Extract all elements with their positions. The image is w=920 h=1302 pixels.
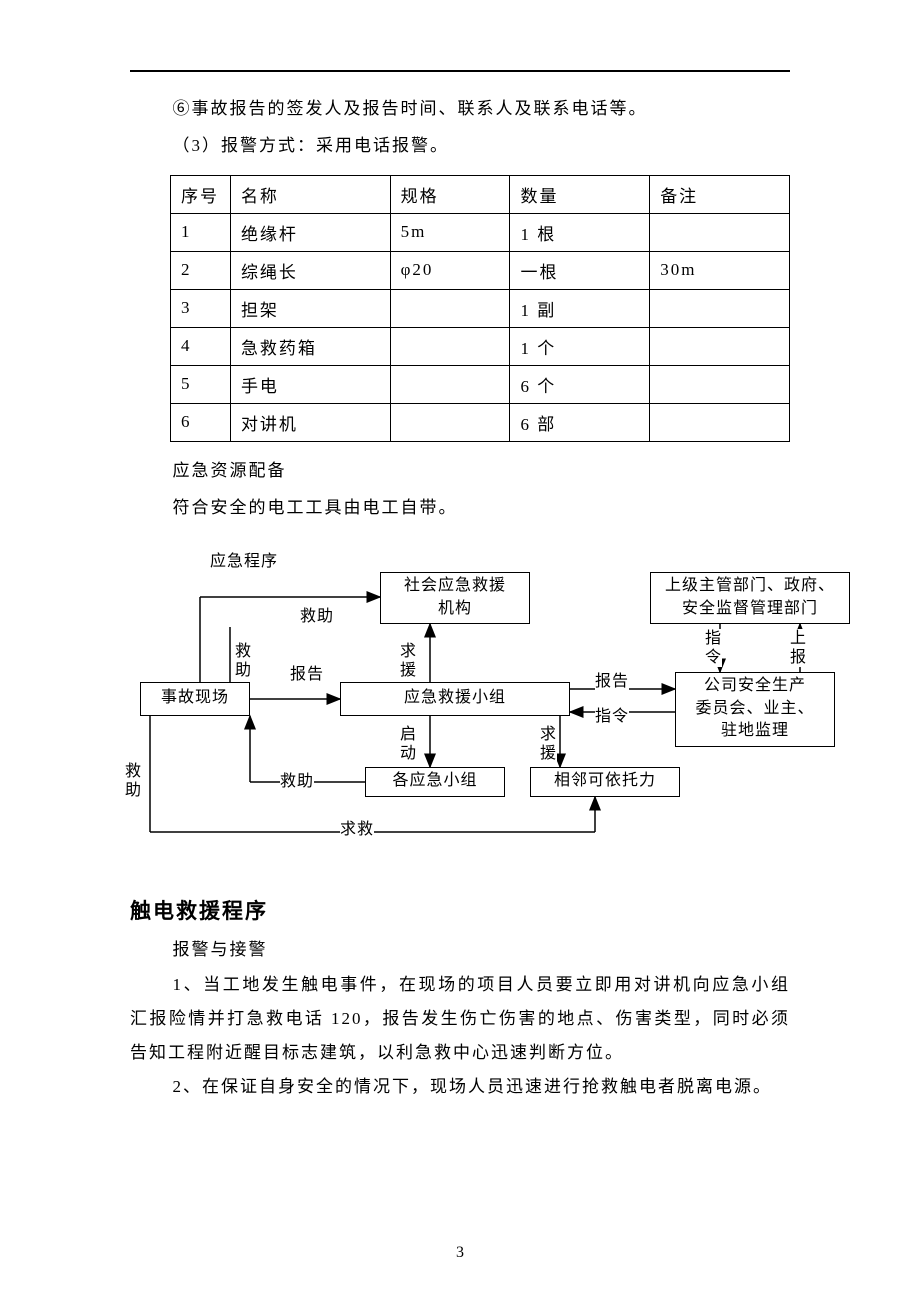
edge-label-qiuyuan_up: 求 援 [400, 642, 417, 680]
flow-node-upper: 上级主管部门、政府、 安全监督管理部门 [650, 572, 850, 624]
cell [390, 365, 510, 403]
edge-label-zhiling_r: 指令 [595, 707, 629, 726]
cell [390, 289, 510, 327]
below-table-2: 符合安全的电工工具由电工自带。 [130, 489, 790, 526]
cell: 6 个 [510, 365, 650, 403]
edge-label-shangbao: 上 报 [790, 629, 807, 667]
table-row: 1 绝缘杆 5m 1 根 [171, 213, 790, 251]
cell [390, 403, 510, 441]
th-seq: 序号 [171, 175, 231, 213]
th-note: 备注 [650, 175, 790, 213]
page-number: 3 [0, 1244, 920, 1262]
cell: 6 部 [510, 403, 650, 441]
resource-table: 序号 名称 规格 数量 备注 1 绝缘杆 5m 1 根 2 综绳长 φ20 一根… [170, 175, 790, 442]
th-qty: 数量 [510, 175, 650, 213]
cell: 1 个 [510, 327, 650, 365]
resource-table-wrap: 序号 名称 规格 数量 备注 1 绝缘杆 5m 1 根 2 综绳长 φ20 一根… [170, 175, 790, 442]
cell: 1 副 [510, 289, 650, 327]
edge-label-jiuzhu_vert: 救 助 [235, 642, 252, 680]
cell: 手电 [230, 365, 390, 403]
cell [650, 327, 790, 365]
cell [650, 289, 790, 327]
flow-node-rely: 相邻可依托力 [530, 767, 680, 797]
edge-label-baogao: 报告 [290, 665, 324, 684]
cell: 6 [171, 403, 231, 441]
edge-label-zhiling_up: 指 令 [705, 629, 722, 667]
section-sub: 报警与接警 [130, 931, 790, 968]
intro-line-1: ⑥事故报告的签发人及报告时间、联系人及联系电话等。 [130, 90, 790, 127]
program-label: 应急程序 [210, 552, 278, 571]
edge-label-jiuzhu_left: 救 助 [125, 762, 142, 800]
section-p2: 2、在保证自身安全的情况下，现场人员迅速进行抢救触电者脱离电源。 [130, 1070, 790, 1104]
flow-node-scene: 事故现场 [140, 682, 250, 716]
edge-label-qidong: 启 动 [400, 725, 417, 763]
cell [650, 365, 790, 403]
edge-label-jiuzhu_below: 救助 [280, 772, 314, 791]
page: ⑥事故报告的签发人及报告时间、联系人及联系电话等。 （3）报警方式：采用电话报警… [0, 0, 920, 1164]
cell: 对讲机 [230, 403, 390, 441]
cell: 1 根 [510, 213, 650, 251]
cell: 一根 [510, 251, 650, 289]
edge-label-qiuyuan_rely: 求 援 [540, 725, 557, 763]
cell [390, 327, 510, 365]
section-title: 触电救援程序 [130, 895, 790, 925]
cell: 综绳长 [230, 251, 390, 289]
cell: 4 [171, 327, 231, 365]
below-table-1: 应急资源配备 [130, 452, 790, 489]
cell [650, 403, 790, 441]
flow-node-group: 应急救援小组 [340, 682, 570, 716]
cell [650, 213, 790, 251]
edge-label-qiujiu: 求救 [340, 820, 374, 839]
edge-label-jiuzhu_top: 救助 [300, 607, 334, 626]
cell: 30m [650, 251, 790, 289]
th-spec: 规格 [390, 175, 510, 213]
flow-node-social: 社会应急救援 机构 [380, 572, 530, 624]
cell: 3 [171, 289, 231, 327]
flow-node-each: 各应急小组 [365, 767, 505, 797]
table-row: 6 对讲机 6 部 [171, 403, 790, 441]
cell: 5m [390, 213, 510, 251]
table-header-row: 序号 名称 规格 数量 备注 [171, 175, 790, 213]
cell: 担架 [230, 289, 390, 327]
cell: 绝缘杆 [230, 213, 390, 251]
table-row: 3 担架 1 副 [171, 289, 790, 327]
cell: 急救药箱 [230, 327, 390, 365]
table-row: 5 手电 6 个 [171, 365, 790, 403]
flowchart: 应急程序 [100, 547, 840, 887]
section-p1: 1、当工地发生触电事件，在现场的项目人员要立即用对讲机向应急小组汇报险情并打急救… [130, 968, 790, 1070]
th-name: 名称 [230, 175, 390, 213]
table-row: 2 综绳长 φ20 一根 30m [171, 251, 790, 289]
intro-line-2: （3）报警方式：采用电话报警。 [130, 127, 790, 164]
cell: 1 [171, 213, 231, 251]
flow-node-committee: 公司安全生产 委员会、业主、 驻地监理 [675, 672, 835, 747]
cell: 2 [171, 251, 231, 289]
table-row: 4 急救药箱 1 个 [171, 327, 790, 365]
edge-label-baogao_r: 报告 [595, 672, 629, 691]
top-rule [130, 70, 790, 72]
cell: 5 [171, 365, 231, 403]
cell: φ20 [390, 251, 510, 289]
